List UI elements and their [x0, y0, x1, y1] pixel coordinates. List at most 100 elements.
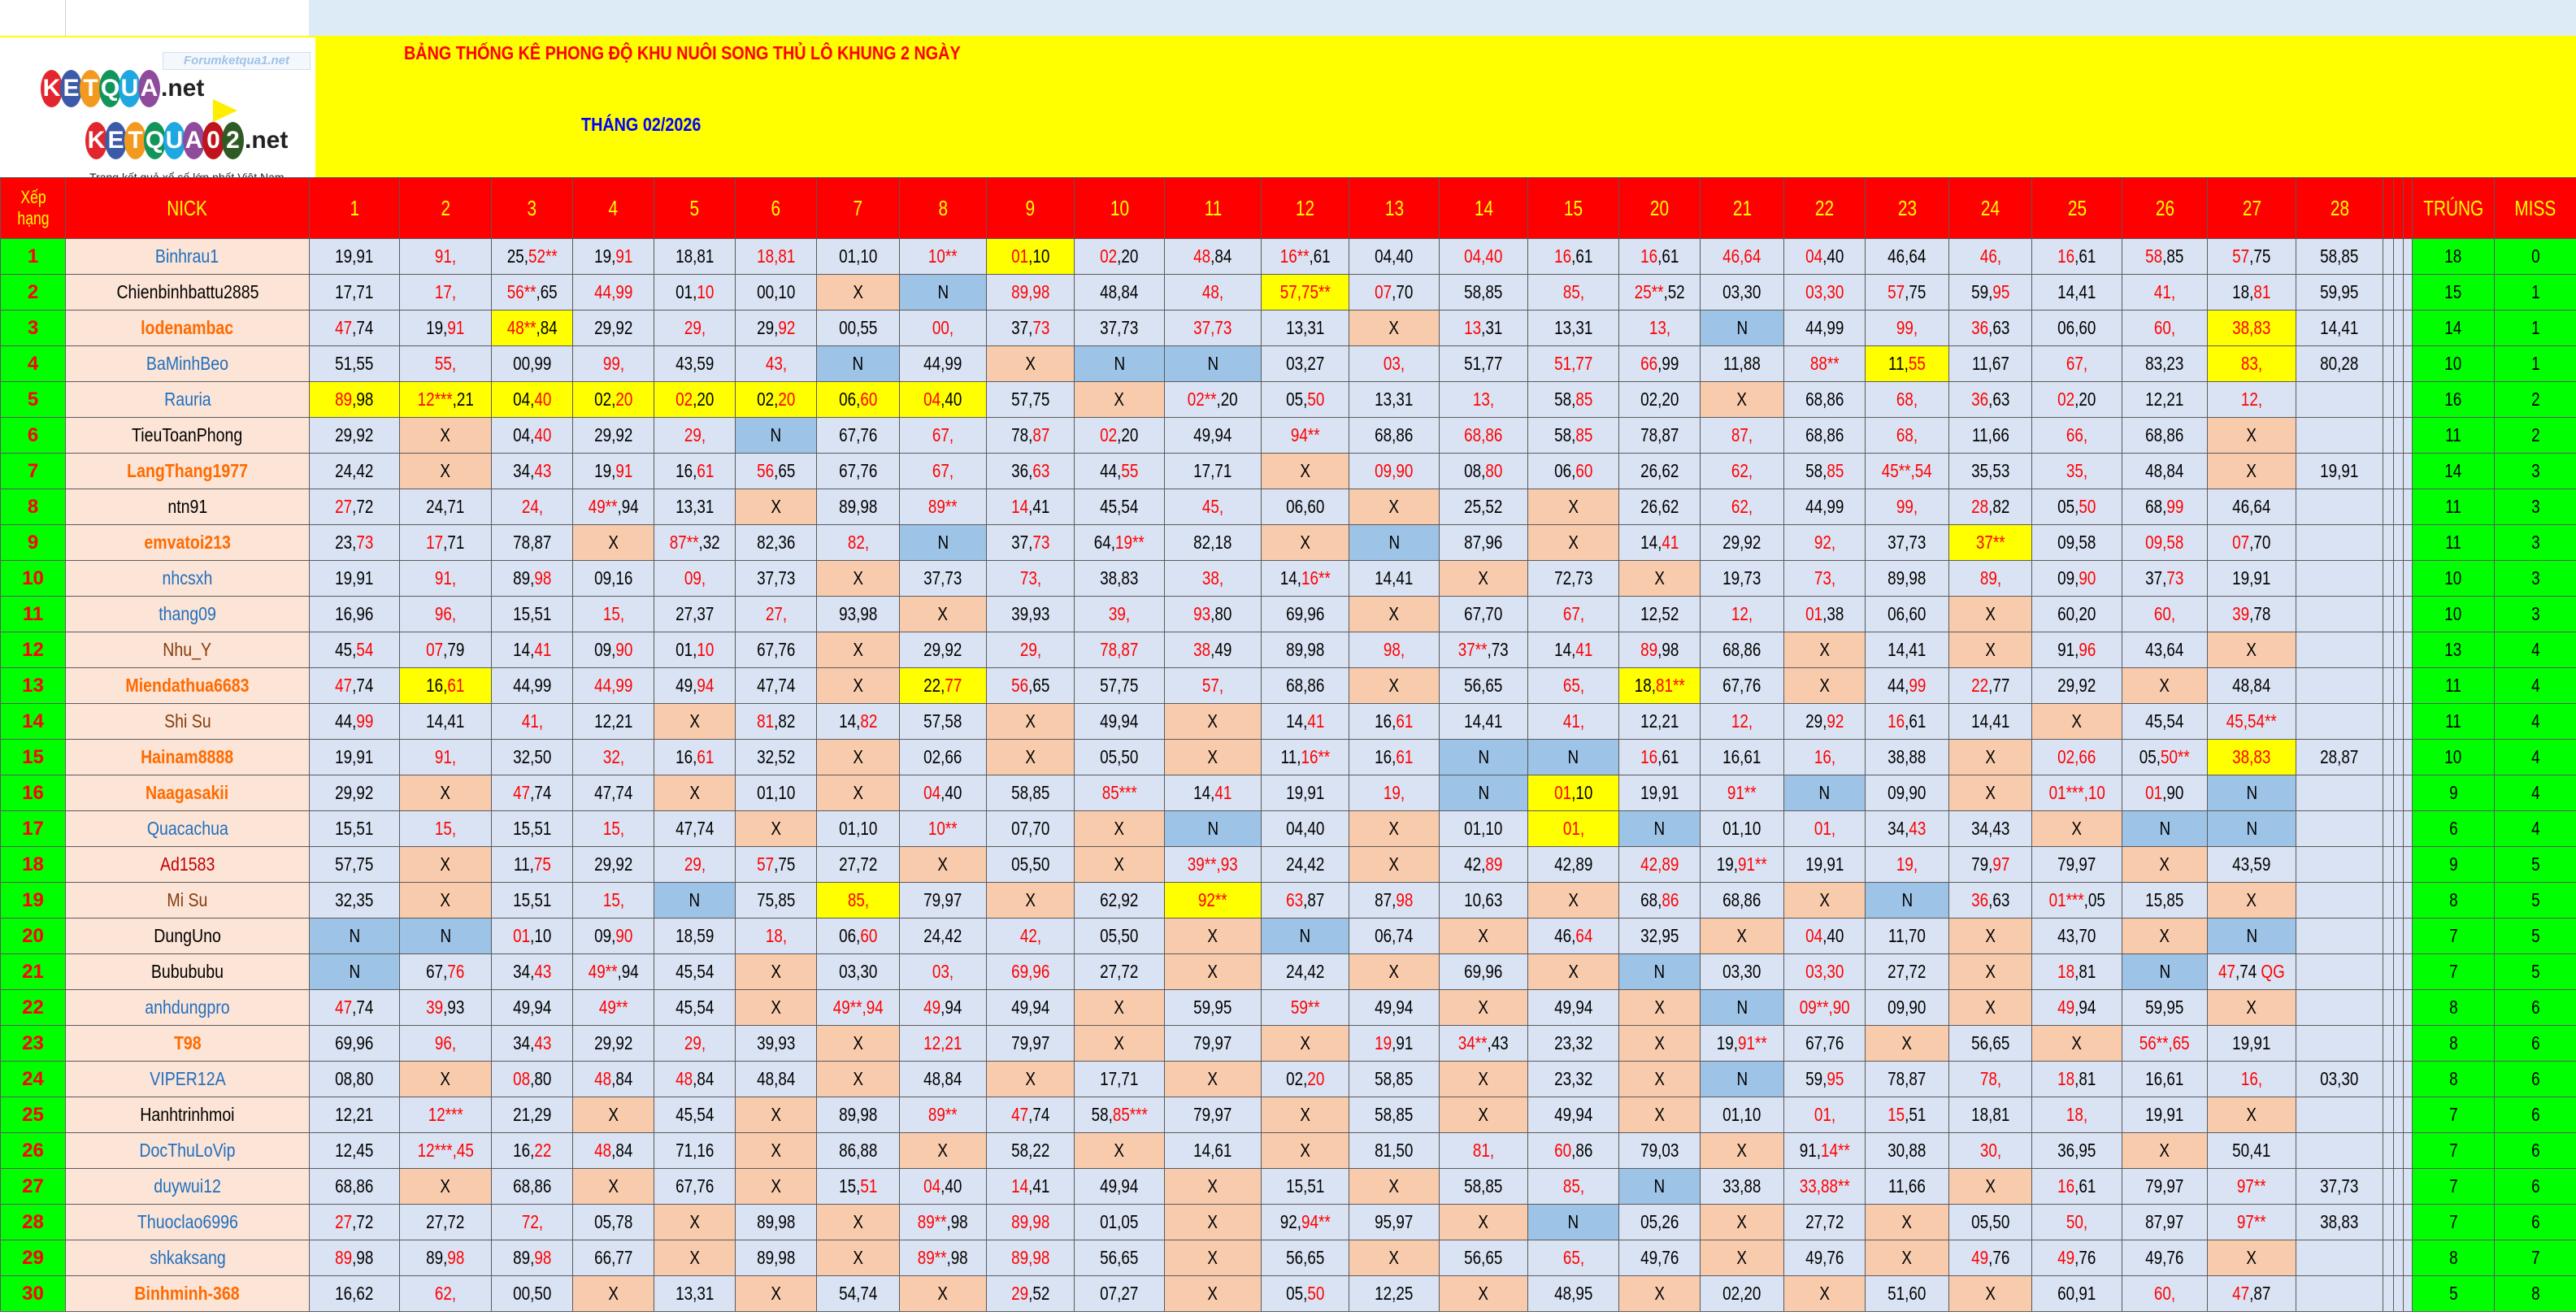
nick-cell[interactable]: Nhu_Y [65, 632, 310, 668]
cell-value: 62, [1731, 496, 1753, 518]
day-cell: 86,88 [816, 1132, 900, 1169]
plain-digits: X [1985, 782, 1996, 803]
nick-cell[interactable]: TieuToanPhong [65, 417, 310, 454]
plain-digits: X [771, 997, 781, 1018]
nick-cell[interactable]: Naagasakii [65, 775, 310, 811]
day-cell: 51,77 [1439, 345, 1528, 382]
plain-digits: X [1985, 925, 1996, 946]
nick-cell[interactable]: Ad1583 [65, 846, 310, 883]
cell-value: 49,76 [1805, 1247, 1844, 1269]
cell-value: 66, [2066, 424, 2087, 446]
nick-cell[interactable]: Binhminh-368 [65, 1275, 310, 1312]
cell-value: 09,58 [2145, 532, 2183, 554]
day-cell: 11,66 [1948, 417, 2032, 454]
day-cell: 48,84 [735, 1061, 817, 1097]
nick-cell[interactable]: Quacachua [65, 810, 310, 847]
nick-cell[interactable]: Bubububu [65, 953, 310, 990]
cell-value: N [1654, 1175, 1666, 1197]
day-cell: X [735, 1168, 817, 1205]
plain-digits: X [2246, 1247, 2257, 1268]
nick-cell[interactable]: Shi Su [65, 703, 310, 740]
cell-value: 81,82 [757, 710, 795, 732]
nick-cell[interactable]: Binhrau1 [65, 238, 310, 275]
day-cell: N [309, 918, 400, 954]
nick-cell[interactable]: thang09 [65, 596, 310, 632]
plain-digits: 24,71 [426, 496, 465, 517]
day-cell: 14,41 [2296, 310, 2383, 346]
plain-digits: 09, [593, 639, 616, 660]
nick-cell[interactable]: Hainam8888 [65, 739, 310, 775]
cell-value: 32, [602, 746, 623, 768]
cell-value: X [1114, 853, 1125, 875]
highlight-digits: 60 [860, 925, 878, 946]
cell-value: 14,41 [2320, 317, 2358, 339]
plain-digits: 11, [513, 853, 534, 875]
day-cell: 02,20 [1700, 1275, 1784, 1312]
nick-cell[interactable]: emvatoi213 [65, 524, 310, 561]
cell-value: 62, [435, 1283, 456, 1305]
nick-cell[interactable]: Miendathua6683 [65, 667, 310, 704]
day-cell: 37,73 [1164, 310, 1262, 346]
day-cell: 37,73 [986, 310, 1075, 346]
nick-cell[interactable]: Hanhtrinhmoi [65, 1097, 310, 1133]
day-cell: 14,41 [1349, 560, 1440, 597]
day-cell: X [1074, 810, 1165, 847]
nick-cell[interactable]: shkaksang [65, 1240, 310, 1276]
plain-digits: 45, [335, 639, 357, 660]
nick-cell[interactable]: LangThang1977 [65, 453, 310, 489]
nick-cell[interactable]: DocThuLoVip [65, 1132, 310, 1169]
nick-cell[interactable]: nhcsxh [65, 560, 310, 597]
plain-digits: X [1736, 925, 1748, 946]
cell-value: 23,73 [335, 532, 373, 554]
cell-value: 22,77 [923, 675, 962, 697]
header-day: 2 [399, 177, 492, 239]
nick-cell[interactable]: DungUno [65, 918, 310, 954]
cell-value: 49,76 [1640, 1247, 1679, 1269]
cell-value: 12,21 [1640, 710, 1679, 732]
cell-value: X [1114, 1140, 1125, 1162]
nick-cell[interactable]: VIPER12A [65, 1061, 310, 1097]
nick-cell[interactable]: duywui12 [65, 1168, 310, 1205]
nick-cell[interactable]: Rauria [65, 381, 310, 418]
plain-digits: N [1567, 1211, 1579, 1232]
plain-digits: ,98 [946, 1247, 968, 1268]
day-cell: 43, [735, 345, 817, 382]
day-cell: 34,43 [491, 953, 573, 990]
plain-digits: 37, [2145, 567, 2167, 589]
day-cell: 19,91 [572, 453, 654, 489]
nick-cell[interactable]: ntn91 [65, 489, 310, 525]
day-cell: 42,89 [1439, 846, 1528, 883]
nick-cell[interactable]: BaMinhBeo [65, 345, 310, 382]
day-cell: 91,96 [2031, 632, 2122, 668]
nick-cell[interactable]: T98 [65, 1025, 310, 1062]
plain-digits: 44, [1100, 460, 1122, 481]
nick-cell[interactable]: anhdungpro [65, 989, 310, 1026]
highlight-digits: 75 [533, 853, 551, 875]
plain-digits: 14, [1553, 639, 1576, 660]
cell-value: 35,53 [1971, 460, 2009, 482]
nick-cell[interactable]: Thuoclao6996 [65, 1204, 310, 1240]
day-cell: 38, [1164, 560, 1262, 597]
nick-cell[interactable]: lodenambac [65, 310, 310, 346]
rank-value: 22 [22, 996, 44, 1018]
plain-digits: 67,76 [838, 460, 878, 481]
nick-cell[interactable]: Chienbinhbattu2885 [65, 274, 310, 311]
highlight-digits: 36 [1970, 317, 1988, 338]
highlight-digits: 04 [1805, 925, 1822, 946]
day-cell: 58,85 [1439, 1168, 1528, 1205]
spacer-cell [2393, 274, 2404, 311]
plain-digits: X [1207, 1211, 1218, 1232]
plain-digits: X [440, 1175, 451, 1197]
cell-value: X [1300, 532, 1310, 554]
cell-value: 06,60 [1286, 496, 1324, 518]
nick-cell[interactable]: Mi Su [65, 882, 310, 919]
day-cell: 63,87 [1261, 882, 1349, 919]
day-cell: N [2207, 810, 2296, 847]
plain-digits: 36,95 [2057, 1140, 2096, 1161]
cell-value: 05,78 [594, 1211, 632, 1233]
day-cell: 49,76 [2122, 1240, 2208, 1276]
cell-value: 47,87 [2232, 1283, 2270, 1305]
cell-value: 58,85 [1554, 424, 1592, 446]
cell-value: 28,87 [2320, 746, 2358, 768]
cell-value: 46,64 [2232, 496, 2270, 518]
